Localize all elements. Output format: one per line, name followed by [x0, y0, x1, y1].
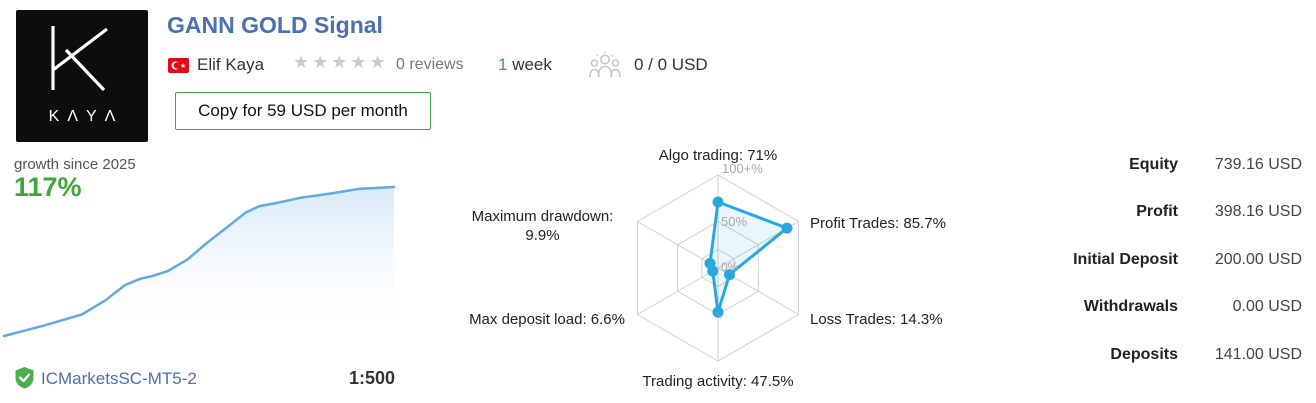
stat-label: Initial Deposit: [1073, 250, 1178, 268]
stat-label: Profit: [1136, 203, 1178, 221]
stat-value: 0.00 USD: [1232, 298, 1302, 316]
stat-label: Withdrawals: [1083, 298, 1178, 316]
verified-shield-icon: [14, 366, 35, 394]
copy-signal-button[interactable]: Copy for 59 USD per month: [175, 92, 431, 130]
stat-row-initial-deposit: Initial Deposit 200.00 USD: [1000, 236, 1302, 284]
signal-age-value: 1: [498, 55, 508, 74]
radar-chart: [637, 174, 799, 362]
radar-dots: [704, 196, 793, 318]
stat-label: Equity: [1129, 155, 1178, 173]
radar-ring-label-50: 50%: [721, 214, 748, 229]
radar-ring-label-100: 100+%: [722, 161, 763, 176]
radar-axis-label-profit-trades: Profit Trades: 85.7%: [810, 215, 946, 232]
leverage-value: 1:500: [348, 368, 395, 388]
growth-chart: [2, 185, 396, 343]
provider-logo: KΛYΛ: [16, 10, 148, 142]
growth-percent-value: 117%: [14, 172, 82, 202]
growth-line: [2, 185, 396, 338]
radar-axis-label-loss-trades: Loss Trades: 14.3%: [810, 311, 943, 328]
radar-axis-label-max-deposit-load: Max deposit load: 6.6%: [469, 311, 625, 328]
account-stats-panel: Equity 739.16 USD Profit 398.16 USD Init…: [1000, 141, 1302, 379]
subscribers-icon: [588, 51, 622, 86]
signal-title-link[interactable]: GANN GOLD Signal: [167, 12, 383, 38]
broker-account-link[interactable]: ICMarketsSC-MT5-2: [41, 369, 197, 388]
radar-axis-label-algo-trading: Algo trading: 71%: [658, 147, 778, 164]
stat-row-deposits: Deposits 141.00 USD: [1000, 331, 1302, 379]
turkey-flag-icon: ★: [168, 58, 189, 78]
reviews-link[interactable]: 0 reviews: [396, 56, 464, 73]
signal-age-unit: week: [512, 55, 552, 74]
stat-row-profit: Profit 398.16 USD: [1000, 189, 1302, 237]
stat-value: 141.00 USD: [1214, 345, 1302, 363]
radar-ring-label-0: 0%: [721, 260, 739, 274]
kaya-monogram-icon: [51, 26, 108, 92]
subscribers-funds: 0 / 0 USD: [634, 55, 708, 74]
author-link[interactable]: Elif Kaya: [197, 55, 265, 74]
stat-label: Deposits: [1110, 345, 1178, 363]
svg-text:★: ★: [180, 62, 186, 70]
radar-axis-label-maximum-drawdown: Maximum drawdown: 9.9%: [471, 208, 614, 244]
stat-value: 739.16 USD: [1214, 155, 1302, 173]
rating-stars: ★★★★★: [293, 52, 389, 72]
signal-age: 1 week: [498, 55, 552, 75]
stat-row-withdrawals: Withdrawals 0.00 USD: [1000, 284, 1302, 332]
logo-wordmark: KΛYΛ: [48, 108, 124, 125]
radar-axis-label-trading-activity: Trading activity: 47.5%: [642, 373, 794, 390]
growth-since-label: growth since 2025: [14, 156, 136, 173]
stat-row-equity: Equity 739.16 USD: [1000, 141, 1302, 189]
stat-value: 200.00 USD: [1214, 250, 1302, 268]
stat-value: 398.16 USD: [1214, 203, 1302, 221]
